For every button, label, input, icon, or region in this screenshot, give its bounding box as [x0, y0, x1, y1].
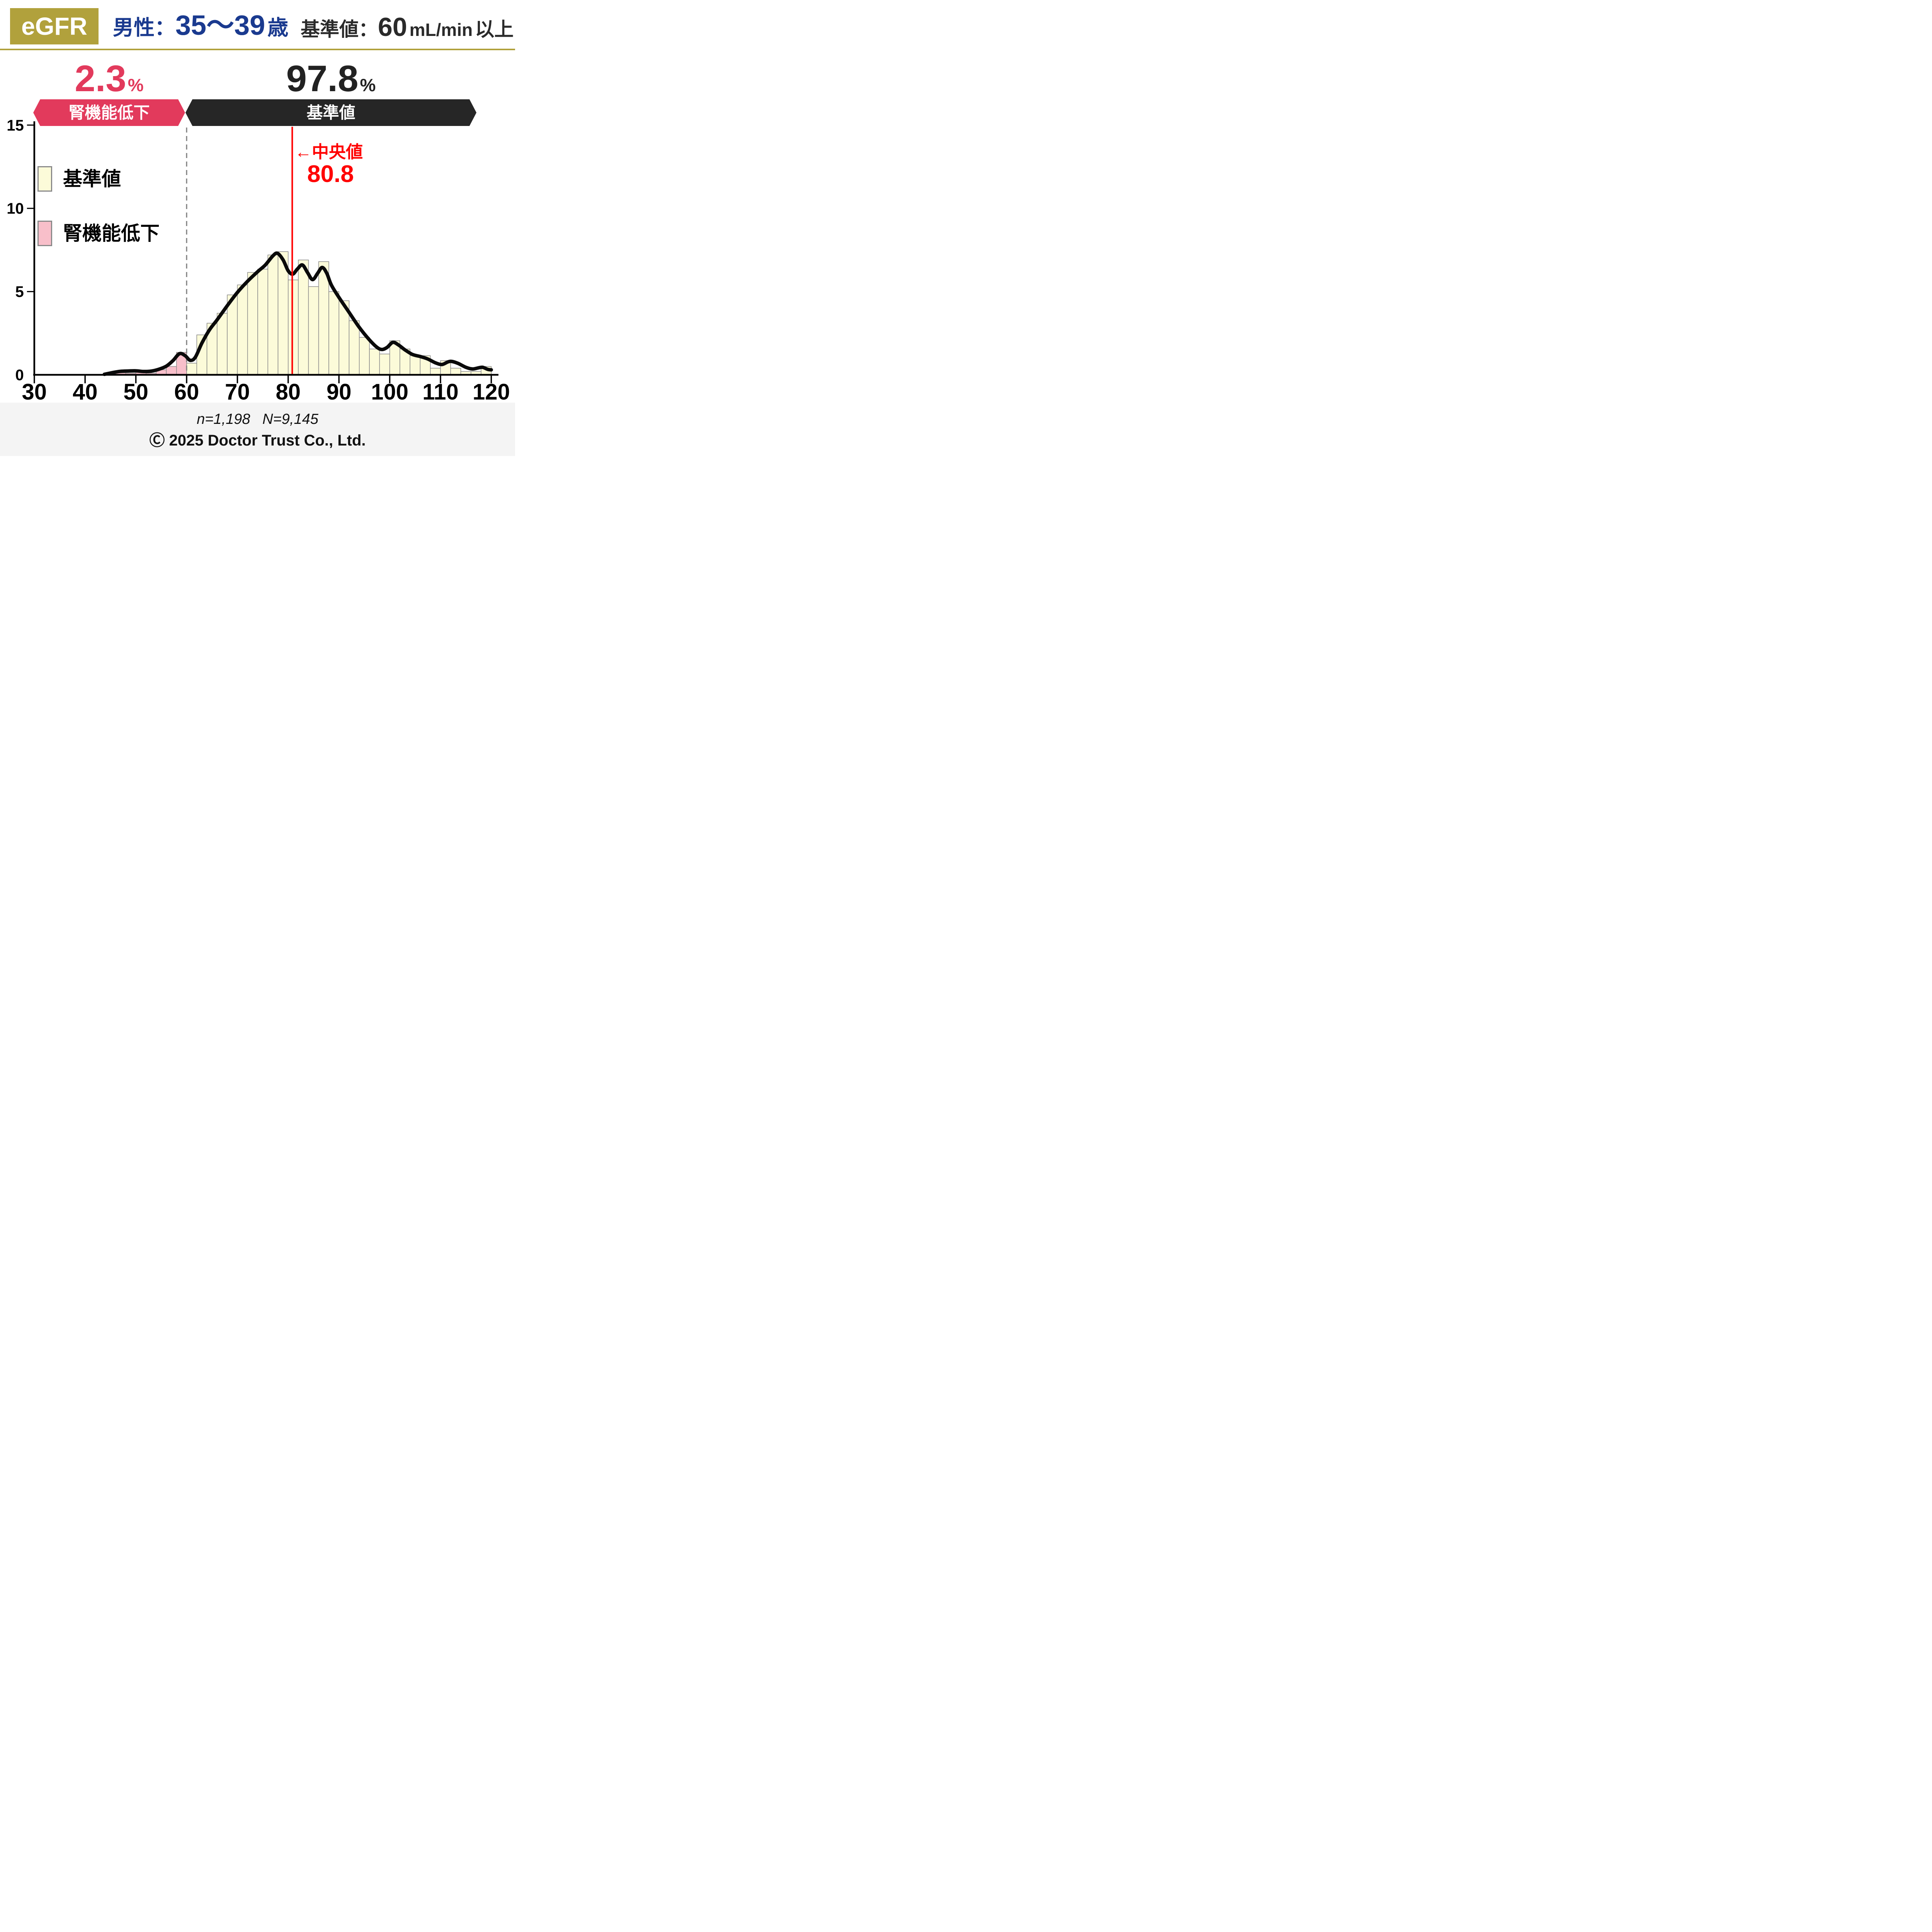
footer-strip	[0, 403, 515, 456]
histogram-bar	[318, 261, 329, 375]
infographic-egfr: eGFR 男性： 35～39 歳 基準値： 60 mL/min 以上 2.3 %…	[0, 0, 515, 456]
x-tick-label: 40	[73, 379, 98, 405]
histogram-bar	[450, 368, 461, 375]
egfr-histogram-chart: 30 40 50 60 70 80 90 100 110 120 0 5 10 15	[7, 117, 510, 405]
group-age-range: 35～39	[175, 10, 265, 41]
histogram-bar	[288, 279, 299, 375]
histogram-bar	[277, 251, 289, 375]
egfr-badge-label: eGFR	[21, 12, 87, 40]
copyright-note: Ⓒ 2025 Doctor Trust Co., Ltd.	[149, 432, 366, 449]
group-age-suffix: 歳	[267, 16, 289, 39]
histogram-bar	[227, 294, 238, 375]
histogram-bar	[369, 349, 380, 375]
median-arrow-icon-label: ←中央値	[295, 143, 363, 162]
group-title: 男性： 35～39 歳	[113, 12, 288, 39]
reference-label: 基準値：	[301, 19, 378, 40]
histogram-bar	[379, 354, 390, 375]
x-tick-label: 90	[327, 379, 352, 405]
banner-kidney-decline: 腎機能低下	[33, 99, 185, 126]
histogram-bar	[410, 355, 421, 375]
median-value: 80.8	[307, 161, 354, 187]
x-tick-label: 70	[225, 379, 250, 405]
normal-percentage-unit: %	[360, 75, 376, 95]
reference-title: 基準値： 60 mL/min 以上	[301, 14, 514, 40]
egfr-badge: eGFR	[10, 8, 99, 44]
banner-kidney-decline-label: 腎機能低下	[68, 103, 150, 122]
legend-item-kidney-decline: 腎機能低下	[37, 221, 160, 246]
histogram-bar	[247, 272, 258, 375]
x-tick-label: 50	[123, 379, 148, 405]
low-percentage-value: 2.3	[75, 58, 126, 99]
histogram-bar	[349, 320, 360, 375]
legend-swatch-kidney-decline	[37, 221, 52, 246]
x-tick-label: 120	[473, 379, 510, 405]
y-tick-label: 0	[15, 367, 24, 384]
reference-unit: mL/min	[409, 20, 473, 40]
y-tick-label: 5	[15, 284, 24, 301]
histogram-bar	[217, 313, 228, 375]
histogram-bar	[166, 366, 177, 375]
low-percentage-unit: %	[128, 75, 144, 95]
legend-label-kidney-decline: 腎機能低下	[63, 223, 160, 244]
x-tick-label: 30	[22, 379, 47, 405]
normal-percentage: 97.8 %	[185, 60, 476, 97]
y-tick-label: 15	[7, 117, 24, 134]
banner-reference-range: 基準値	[185, 99, 476, 126]
histogram-bar	[186, 363, 197, 375]
sample-size-note: n=1,198 N=9,145	[197, 411, 318, 427]
histogram-bar	[237, 284, 248, 375]
x-tick-label: 110	[422, 379, 459, 405]
group-label: 男性：	[113, 16, 175, 39]
legend-swatch-reference	[37, 166, 52, 192]
normal-percentage-value: 97.8	[286, 58, 359, 99]
histogram-bar	[267, 255, 279, 375]
median-annotation: ←中央値	[295, 144, 363, 161]
x-tick-label: 100	[371, 379, 408, 405]
density-curve	[102, 251, 493, 376]
x-tick-label: 60	[174, 379, 199, 405]
reference-value: 60	[378, 12, 407, 42]
reference-suffix: 以上	[475, 19, 514, 40]
low-percentage: 2.3 %	[33, 60, 185, 97]
banner-reference-range-label: 基準値	[306, 103, 355, 122]
histogram-bar	[328, 291, 339, 375]
histogram-bar	[308, 286, 319, 375]
histogram-bar	[359, 337, 370, 375]
header-divider	[0, 49, 515, 50]
histogram-bar	[257, 269, 268, 375]
histogram-bar	[430, 368, 441, 375]
histogram-bar	[298, 259, 309, 375]
y-tick-label: 10	[7, 200, 24, 217]
legend-label-reference: 基準値	[63, 168, 121, 190]
x-tick-label: 80	[276, 379, 301, 405]
legend-item-reference: 基準値	[37, 166, 121, 192]
